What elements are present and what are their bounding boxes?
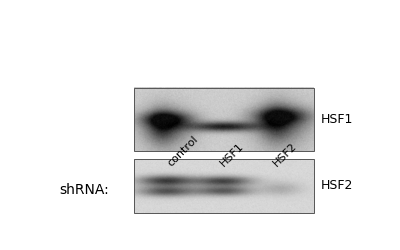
Text: HSF1: HSF1 [218, 141, 246, 169]
Text: control: control [165, 134, 200, 168]
Text: HSF2: HSF2 [321, 180, 354, 192]
Text: shRNA:: shRNA: [59, 183, 109, 197]
Bar [134, 88, 314, 151]
Text: HSF1: HSF1 [321, 113, 354, 126]
Bar [134, 159, 314, 213]
Text: HSF2: HSF2 [271, 141, 298, 169]
